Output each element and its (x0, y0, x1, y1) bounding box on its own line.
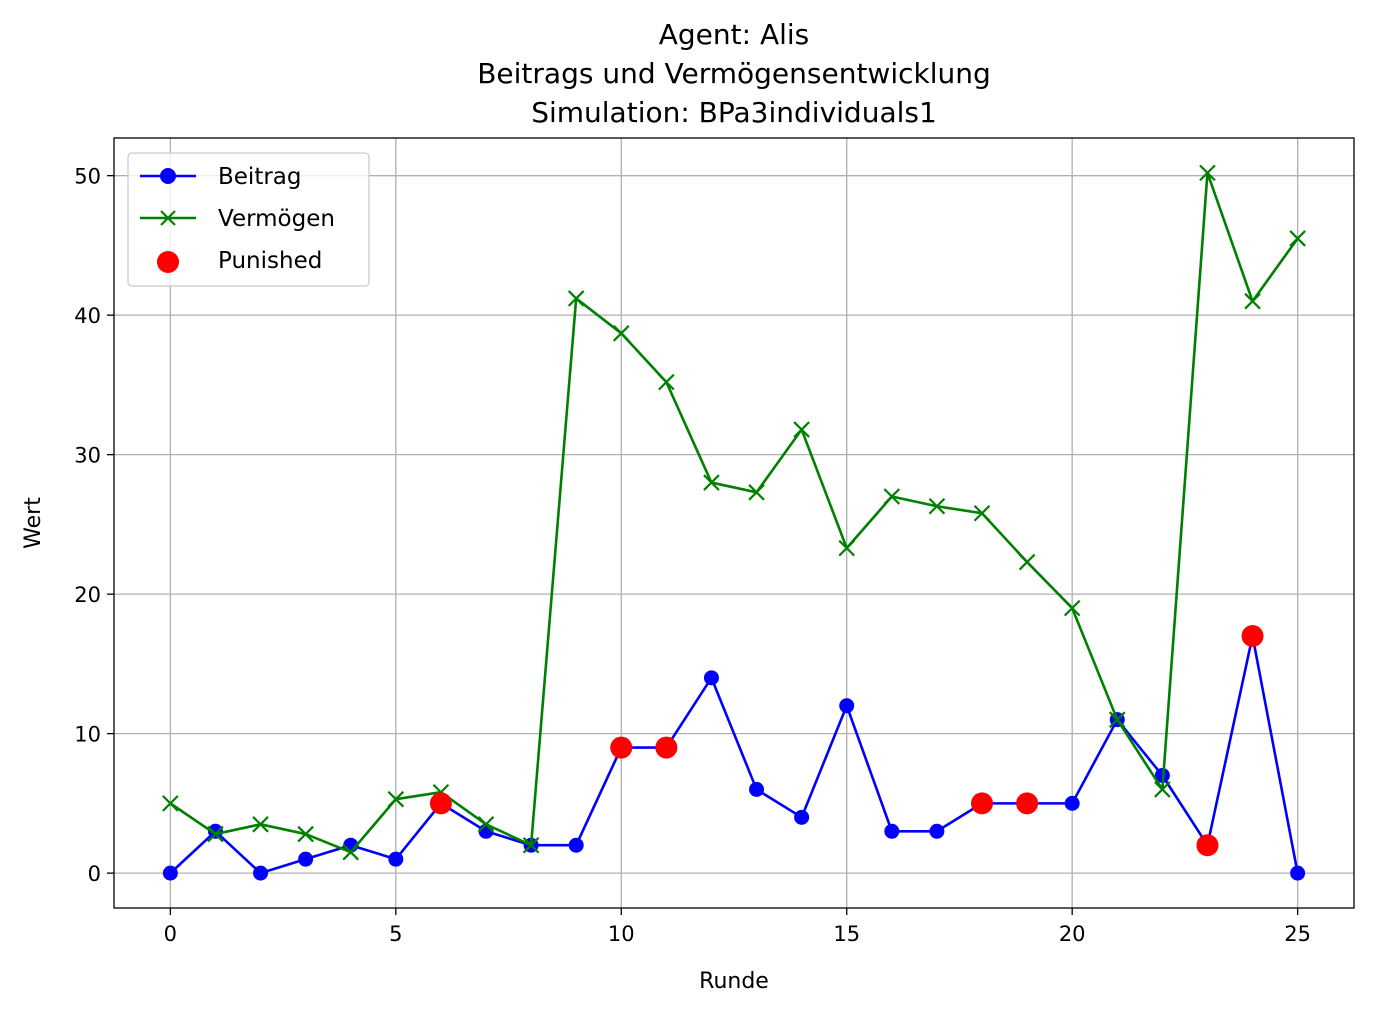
data-point-vermoegen (1244, 292, 1261, 310)
data-point-vermoegen (748, 484, 765, 501)
x-tick-label: 10 (608, 922, 635, 946)
data-point-vermoegen (928, 497, 946, 515)
data-point-vermoegen (703, 474, 720, 491)
punished-point (1196, 834, 1219, 857)
data-point-vermoegen (342, 843, 360, 861)
data-point-vermoegen (522, 836, 540, 854)
data-point-vermoegen (477, 816, 495, 833)
legend-marker-beitrag (160, 168, 176, 184)
data-point-beitrag (207, 823, 223, 839)
chart-title-line-2: Beitrags und Vermögensentwicklung (477, 57, 991, 90)
legend-marker-punished (157, 251, 179, 273)
y-tick-label: 0 (88, 862, 101, 886)
series-layer (162, 164, 1306, 881)
data-point-vermoegen (162, 795, 179, 812)
legend-label-beitrag: Beitrag (218, 164, 302, 190)
legend-item-punished: Punished (157, 248, 322, 274)
data-point-vermoegen (1018, 553, 1036, 571)
punished-point (1241, 624, 1264, 647)
data-point-beitrag (1064, 795, 1080, 811)
punished-point (655, 736, 678, 759)
x-tick-label: 15 (833, 922, 860, 946)
series-line-beitrag (169, 634, 1299, 875)
data-point-beitrag (388, 851, 404, 867)
y-tick-label: 50 (74, 165, 101, 189)
punished-point (1016, 792, 1039, 815)
y-tick-label: 40 (74, 304, 101, 328)
data-point-beitrag (794, 809, 810, 825)
data-point-beitrag (253, 865, 269, 881)
punished-point (429, 792, 452, 815)
x-tick-label: 5 (389, 922, 402, 946)
punished-point (610, 736, 633, 759)
y-tick-label: 10 (74, 723, 101, 747)
data-point-vermoegen (567, 290, 585, 307)
data-point-vermoegen (252, 816, 269, 833)
data-point-vermoegen (207, 825, 224, 843)
data-point-beitrag (162, 865, 178, 881)
x-axis-label: Runde (699, 969, 769, 994)
plot-frame (113, 137, 1355, 909)
legend-marker-vermoegen (160, 210, 176, 226)
legend-box (127, 152, 370, 287)
data-point-beitrag (749, 781, 765, 797)
data-point-vermoegen (838, 539, 856, 557)
data-point-beitrag (884, 823, 900, 839)
data-point-vermoegen (658, 373, 675, 391)
data-point-vermoegen (1108, 711, 1126, 728)
chart-title-line-1: Agent: Alis (659, 18, 810, 51)
data-point-vermoegen (1199, 164, 1216, 182)
data-point-vermoegen (793, 421, 810, 438)
data-point-vermoegen (297, 825, 314, 843)
data-point-vermoegen (1154, 781, 1171, 798)
chart-title-line-3: Simulation: BPa3individuals1 (531, 96, 937, 129)
data-point-vermoegen (883, 488, 901, 505)
legend-label-punished: Punished (218, 248, 322, 274)
legend-label-vermoegen: Vermögen (218, 206, 335, 232)
y-axis-label: Wert (21, 497, 46, 549)
data-point-vermoegen (387, 790, 405, 808)
ticks: 0 5 10 15 20 25 0 10 20 30 40 50 (74, 165, 1311, 946)
data-point-beitrag (703, 670, 719, 686)
data-point-beitrag (1290, 865, 1306, 881)
x-tick-label: 20 (1059, 922, 1086, 946)
data-point-beitrag (568, 837, 584, 853)
data-point-vermoegen (1063, 599, 1081, 617)
series-line-vermoegen (169, 171, 1299, 854)
legend-item-beitrag: Beitrag (140, 164, 302, 190)
y-tick-label: 20 (74, 583, 101, 607)
legend: Beitrag Vermögen Punished (127, 152, 370, 287)
x-tick-label: 25 (1284, 922, 1311, 946)
data-point-beitrag (298, 851, 314, 867)
data-point-beitrag (839, 698, 855, 714)
data-point-vermoegen (973, 504, 991, 522)
data-point-vermoegen (1289, 230, 1306, 247)
data-point-vermoegen (612, 325, 630, 342)
punished-point (971, 792, 993, 815)
legend-item-vermoegen: Vermögen (140, 206, 335, 232)
x-tick-label: 0 (164, 922, 177, 946)
data-point-beitrag (929, 823, 945, 839)
y-tick-label: 30 (74, 444, 101, 468)
